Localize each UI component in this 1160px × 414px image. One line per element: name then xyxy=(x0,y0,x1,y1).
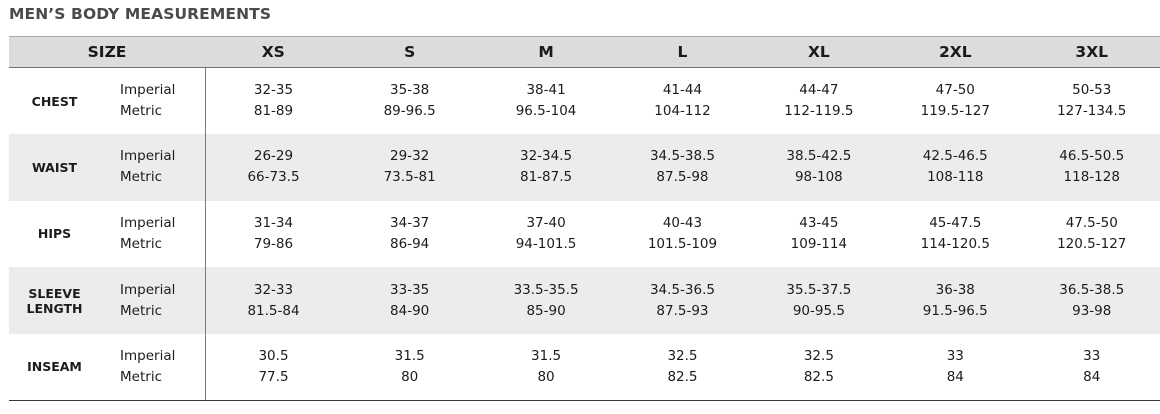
table-cell: 30.5 77.5 xyxy=(205,333,342,401)
table-row-chest: CHEST Imperial Metric 32-35 81-89 35-38 89-… xyxy=(9,67,1160,135)
header-row: SIZE XS S M L XL 2XL 3XL xyxy=(9,36,1160,68)
table-cell: 40-43 101.5-109 xyxy=(647,214,718,252)
table-cell: 29-32 73.5-81 xyxy=(341,134,478,201)
size-header-m: M xyxy=(477,36,615,68)
table-row-waist: WAIST Imperial Metric 26-29 66-73.5 29-32 7… xyxy=(9,134,1160,201)
unit-labels: Imperial Metric xyxy=(106,333,206,401)
table-cell: 35-38 89-96.5 xyxy=(383,82,436,120)
table-cell: 34-37 86-94 xyxy=(390,214,430,252)
table-cell: 32-34.5 81-87.5 xyxy=(477,134,615,201)
size-column-header: SIZE xyxy=(9,36,206,68)
table-cell: 43-45 109-114 xyxy=(790,214,848,252)
table-cell: 36.5-38.5 93-98 xyxy=(1023,267,1160,334)
table-cell: 31.5 80 xyxy=(341,333,478,401)
table-cell: 33 84 xyxy=(887,333,1024,401)
table-cell: 33 84 xyxy=(1023,333,1160,401)
size-header-2xl: 2XL xyxy=(887,36,1024,68)
unit-labels: Imperial Metric xyxy=(106,67,206,135)
unit-labels: Imperial Metric xyxy=(106,134,206,201)
table-cell: 32-33 81.5-84 xyxy=(205,267,342,334)
table-row-hips: HIPS Imperial Metric 31-34 79-86 34-37 86-9… xyxy=(9,200,1160,268)
table-cell: 46.5-50.5 118-128 xyxy=(1023,134,1160,201)
table-row-inseam: INSEAM Imperial Metric 30.5 77.5 31.5 80 31… xyxy=(9,333,1160,401)
size-chart-table: SIZE XS S M L XL 2XL 3XL CHEST Imperial M… xyxy=(9,36,1160,401)
size-header-xl: XL xyxy=(750,36,888,68)
size-header-l: L xyxy=(614,36,751,68)
measurement-label: HIPS xyxy=(37,226,72,242)
measurement-label: INSEAM xyxy=(9,333,107,401)
table-cell: 31.5 80 xyxy=(477,333,615,401)
page-title: MEN’S BODY MEASUREMENTS xyxy=(9,5,272,23)
measurement-label: CHEST xyxy=(31,93,78,109)
table-cell: 47-50 119.5-127 xyxy=(920,82,990,120)
table-row-sleeve-length: SLEEVE LENGTH Imperial Metric 32-33 81.5-84… xyxy=(9,267,1160,334)
table-cell: 38-41 96.5-104 xyxy=(515,82,577,120)
size-header-xs: XS xyxy=(205,36,342,68)
measurement-label: SLEEVE LENGTH xyxy=(9,267,107,334)
table-cell: 38.5-42.5 98-108 xyxy=(750,134,888,201)
unit-labels: Imperial Metric xyxy=(106,200,206,268)
table-cell: 36-38 91.5-96.5 xyxy=(887,267,1024,334)
table-cell: 32.5 82.5 xyxy=(750,333,888,401)
table-cell: 35.5-37.5 90-95.5 xyxy=(750,267,888,334)
measurement-label: WAIST xyxy=(9,134,107,201)
size-header-3xl: 3XL xyxy=(1023,36,1160,68)
table-cell: 32.5 82.5 xyxy=(614,333,751,401)
table-cell: 45-47.5 114-120.5 xyxy=(920,214,990,252)
table-cell: 44-47 112-119.5 xyxy=(784,82,854,120)
table-cell: 47.5-50 120.5-127 xyxy=(1057,214,1127,252)
table-cell: 33.5-35.5 85-90 xyxy=(477,267,615,334)
table-cell: 37-40 94-101.5 xyxy=(515,214,577,252)
table-cell: 26-29 66-73.5 xyxy=(205,134,342,201)
table-cell: 41-44 104-112 xyxy=(654,82,711,120)
table-cell: 50-53 127-134.5 xyxy=(1057,82,1127,120)
size-header-s: S xyxy=(341,36,478,68)
table-cell: 34.5-36.5 87.5-93 xyxy=(614,267,751,334)
table-cell: 33-35 84-90 xyxy=(341,267,478,334)
table-cell: 31-34 79-86 xyxy=(253,214,294,252)
table-cell: 34.5-38.5 87.5-98 xyxy=(614,134,751,201)
table-cell: 32-35 81-89 xyxy=(253,82,294,120)
unit-labels: Imperial Metric xyxy=(106,267,206,334)
table-cell: 42.5-46.5 108-118 xyxy=(887,134,1024,201)
